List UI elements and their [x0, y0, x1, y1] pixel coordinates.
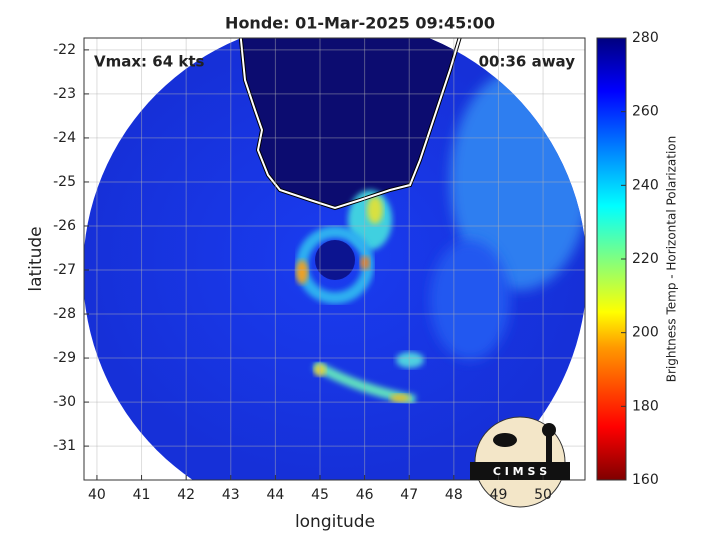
- y-tick-label: -22: [53, 42, 76, 58]
- colorbar-tick-label: 200: [632, 325, 659, 341]
- y-tick-label: -28: [53, 306, 76, 322]
- y-tick-label: -31: [53, 438, 76, 454]
- colorbar-tick-label: 220: [632, 251, 659, 267]
- x-tick-label: 41: [133, 487, 151, 503]
- logo: C I M S S: [470, 416, 570, 508]
- colorbar-tick-label: 180: [632, 398, 659, 414]
- logo-text: C I M S S: [493, 465, 547, 478]
- colorbar-tick-label: 160: [632, 472, 659, 488]
- vmax-label: Vmax: 64 kts: [94, 53, 204, 71]
- y-tick-label: -23: [53, 86, 76, 102]
- x-tick-label: 48: [445, 487, 463, 503]
- x-axis-label: longitude: [295, 512, 375, 532]
- colorbar-label: Brightness Temp - Horizontal Polarizatio…: [665, 136, 679, 383]
- y-tick-label: -26: [53, 218, 76, 234]
- x-tick-label: 40: [88, 487, 106, 503]
- y-axis-label: latitude: [26, 226, 46, 291]
- y-tick-label: -27: [53, 262, 76, 278]
- x-tick-label: 44: [266, 487, 284, 503]
- x-tick-label: 45: [311, 487, 329, 503]
- grid: [84, 38, 585, 480]
- x-tick-label: 42: [177, 487, 195, 503]
- colorbar-tick-label: 280: [632, 30, 659, 46]
- x-tick-label: 49: [490, 487, 508, 503]
- colorbar-tick-label: 260: [632, 104, 659, 120]
- x-tick-label: 50: [534, 487, 552, 503]
- y-tick-label: -29: [53, 350, 76, 366]
- x-tick-label: 43: [222, 487, 240, 503]
- plot-frame: [83, 37, 586, 481]
- x-tick-label: 47: [400, 487, 418, 503]
- y-tick-label: -30: [53, 394, 76, 410]
- imagery: [84, 38, 585, 480]
- y-tick-label: -24: [53, 130, 76, 146]
- x-tick-label: 46: [356, 487, 374, 503]
- y-tick-label: -25: [53, 174, 76, 190]
- away-label: 00:36 away: [479, 53, 576, 71]
- colorbar-tick-label: 240: [632, 177, 659, 193]
- title: Honde: 01-Mar-2025 09:45:00: [225, 14, 495, 33]
